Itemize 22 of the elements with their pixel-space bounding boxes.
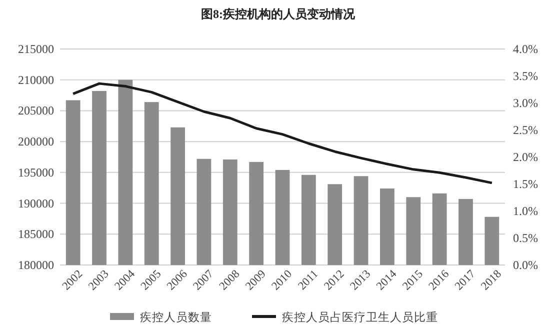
y-tick-label: 190000 xyxy=(18,196,54,210)
y2-tick-label: 3.0% xyxy=(513,96,538,110)
y2-tick-label: 4.0% xyxy=(513,42,538,56)
line-series xyxy=(72,82,494,184)
x-tick-label: 2011 xyxy=(296,268,321,292)
y-tick-label: 195000 xyxy=(18,165,54,180)
y-tick-label: 205000 xyxy=(18,104,54,118)
y-tick-label: 215000 xyxy=(18,42,54,56)
y2-tick-label: 1.5% xyxy=(513,177,538,191)
y-tick-label: 200000 xyxy=(18,134,54,149)
y-tick-label: 180000 xyxy=(18,258,54,272)
chart-title: 图8:疾控机构的人员变动情况 xyxy=(201,7,356,21)
legend-label: 疾控人员数量 xyxy=(140,311,212,324)
y-tick-label: 210000 xyxy=(18,72,54,87)
y-tick-label: 185000 xyxy=(18,227,54,242)
y2-tick-label: 3.5% xyxy=(513,69,538,83)
y2-tick-label: 0.5% xyxy=(513,231,538,245)
y2-tick-label: 2.0% xyxy=(513,150,538,164)
y2-tick-label: 2.5% xyxy=(513,123,538,137)
y2-tick-label: 1.0% xyxy=(513,204,538,218)
legend-label: 疾控人员占医疗卫生人员比重 xyxy=(282,311,438,324)
y2-tick-label: 0.0% xyxy=(513,258,538,272)
